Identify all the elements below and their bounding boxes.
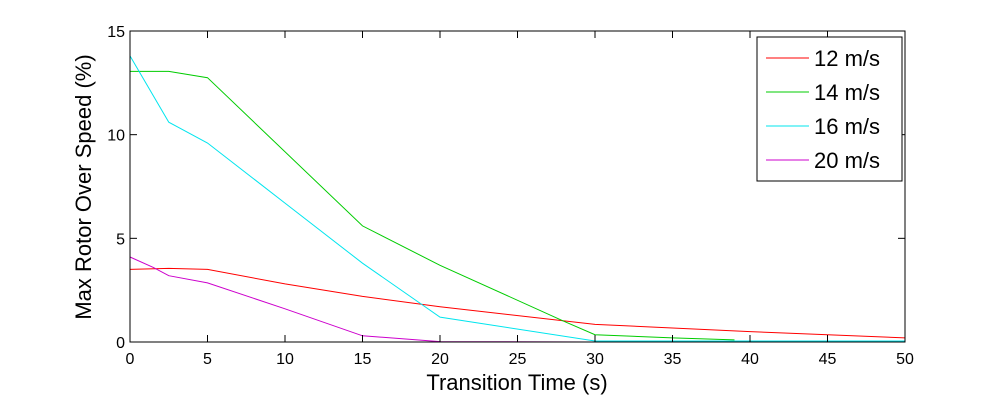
x-tick-label-9: 45 — [819, 351, 837, 368]
x-tick-label-8: 40 — [741, 351, 759, 368]
y-tick-label-3: 15 — [107, 24, 125, 41]
x-tick-label-1: 5 — [203, 351, 212, 368]
y-tick-label-2: 10 — [107, 128, 125, 145]
x-tick-label-4: 20 — [431, 351, 449, 368]
y-axis-title: Max Rotor Over Speed (%) — [71, 54, 96, 319]
x-tick-label-0: 0 — [126, 351, 135, 368]
x-tick-label-3: 15 — [354, 351, 372, 368]
x-tick-label-7: 35 — [664, 351, 682, 368]
series-line-0 — [129, 267, 906, 339]
legend: 12 m/s 14 m/s 16 m/s 20 m/s — [756, 36, 903, 182]
x-tick-label-5: 25 — [509, 351, 527, 368]
legend-label-3: 20 m/s — [814, 148, 880, 173]
y-tick-label-0: 0 — [116, 335, 125, 352]
x-tick-label-10: 50 — [896, 351, 914, 368]
series-line-1 — [130, 70, 735, 341]
x-tick-label-2: 10 — [276, 351, 294, 368]
y-tick-label-1: 5 — [116, 231, 125, 248]
x-tick-label-6: 30 — [586, 351, 604, 368]
legend-label-0: 12 m/s — [814, 46, 880, 71]
series-line-2 — [129, 55, 905, 342]
legend-box — [756, 36, 903, 182]
legend-label-2: 16 m/s — [814, 114, 880, 139]
legend-label-1: 14 m/s — [814, 80, 880, 105]
ticks-layer: 0 5 10 15 20 25 30 35 40 45 50 0 5 10 15 — [107, 24, 914, 368]
x-axis-title: Transition Time (s) — [426, 370, 607, 395]
